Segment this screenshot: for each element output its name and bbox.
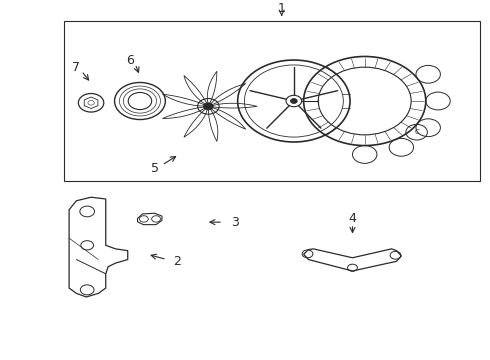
Text: 2: 2 bbox=[172, 255, 180, 268]
Text: 4: 4 bbox=[348, 212, 356, 225]
Text: 1: 1 bbox=[278, 2, 286, 15]
Text: C: C bbox=[414, 129, 419, 135]
Text: 6: 6 bbox=[126, 54, 134, 67]
Text: 5: 5 bbox=[150, 162, 159, 175]
Circle shape bbox=[291, 99, 297, 104]
Text: 3: 3 bbox=[231, 216, 239, 229]
Circle shape bbox=[203, 103, 213, 110]
Bar bbox=[64, 21, 480, 181]
Text: 7: 7 bbox=[73, 61, 80, 74]
